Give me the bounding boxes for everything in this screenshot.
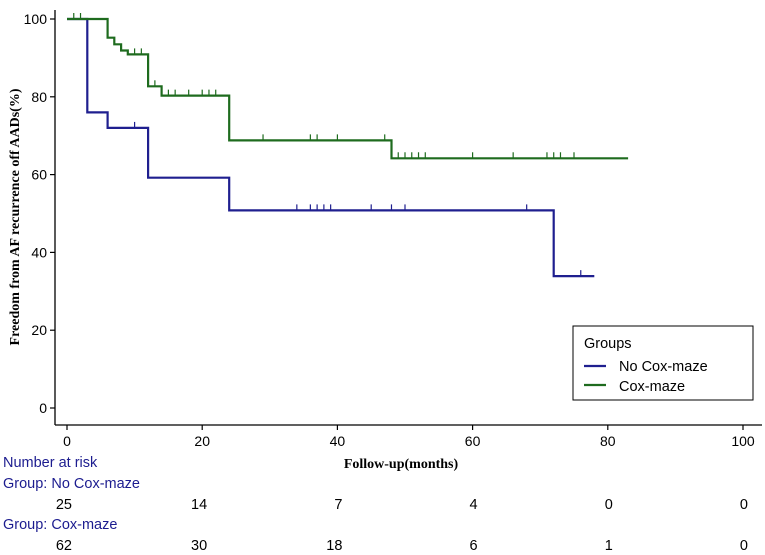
risk-value-g1-t1: 30 [191,538,207,554]
risk-value-g1-t3: 6 [470,538,478,554]
x-tick-label-40: 40 [330,433,346,449]
legend-label-cox-maze: Cox-maze [619,379,685,395]
risk-value-g1-t4: 1 [605,538,613,554]
axis-ticks: 0 20 40 60 80 100 0 20 40 60 80 100 [24,11,755,449]
legend: Groups No Cox-maze Cox-maze [572,325,754,401]
x-tick-label-60: 60 [465,433,481,449]
y-tick-label-0: 0 [39,400,47,416]
risk-value-g0-t5: 0 [740,497,748,513]
censor-marks [73,13,582,277]
survival-curves [67,17,629,278]
x-tick-label-0: 0 [63,433,71,449]
x-axis-title: Follow-up(months) [344,457,459,472]
number-at-risk-table: Number at risk Group: No Cox-maze Group:… [3,455,748,554]
legend-box [572,325,754,401]
axes [54,10,762,426]
x-tick-label-100: 100 [731,433,755,449]
curve-cox-maze [67,17,629,160]
y-axis-title: Freedom from AF recurrence off AADs(%) [8,88,23,345]
x-tick-label-20: 20 [194,433,210,449]
y-tick-label-20: 20 [31,322,47,338]
y-tick-label-60: 60 [31,167,47,183]
legend-title: Groups [584,336,632,352]
curve-no-cox-maze [67,17,595,278]
y-tick-label-100: 100 [24,11,48,27]
risk-table-title: Number at risk [3,455,98,471]
risk-value-g0-t0: 25 [56,497,72,513]
risk-value-g0-t4: 0 [605,497,613,513]
risk-value-g1-t5: 0 [740,538,748,554]
risk-values: 25 14 7 4 0 0 62 30 18 6 1 0 [56,497,748,554]
risk-value-g0-t1: 14 [191,497,207,513]
y-tick-label-80: 80 [31,89,47,105]
risk-value-g1-t2: 18 [326,538,342,554]
risk-group-label-no-cox-maze: Group: No Cox-maze [3,476,140,492]
x-tick-label-80: 80 [600,433,616,449]
risk-group-label-cox-maze: Group: Cox-maze [3,517,117,533]
risk-value-g0-t2: 7 [334,497,342,513]
legend-label-no-cox-maze: No Cox-maze [619,359,708,375]
risk-value-g1-t0: 62 [56,538,72,554]
y-tick-label-40: 40 [31,244,47,260]
risk-value-g0-t3: 4 [470,497,478,513]
